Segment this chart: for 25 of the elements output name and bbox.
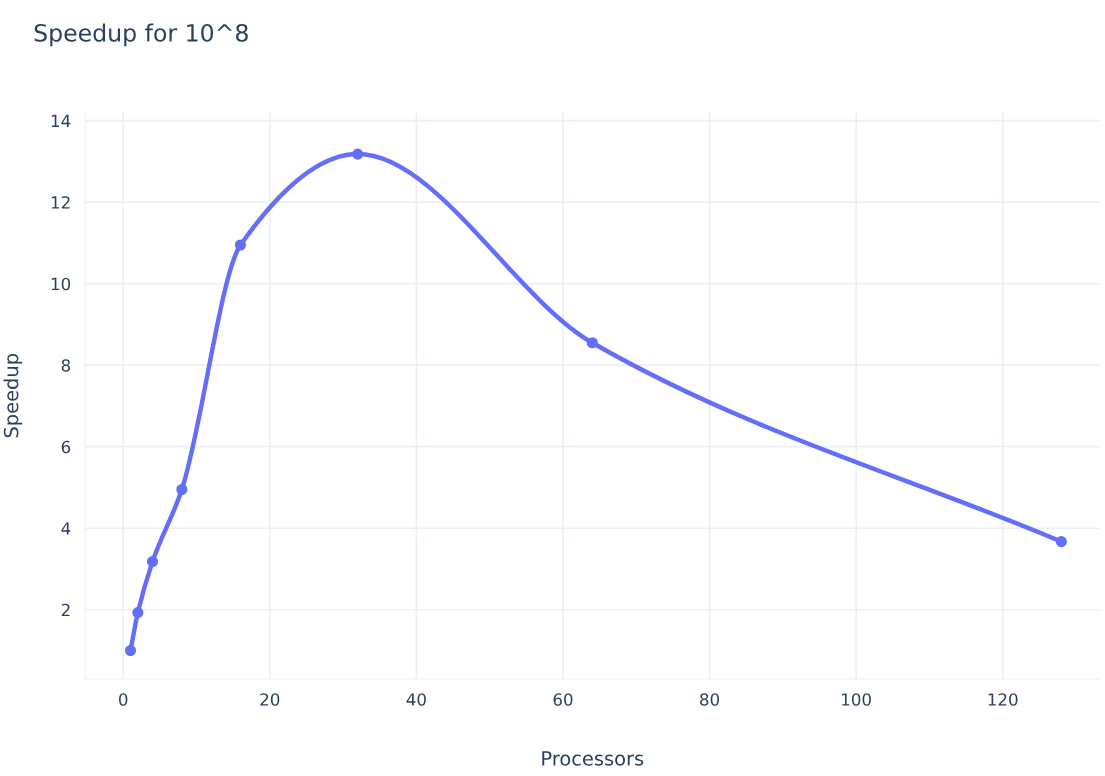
point <box>1055 536 1067 548</box>
y-tick-label: 12 <box>51 196 70 209</box>
y-tick-label: 10 <box>51 277 71 291</box>
point <box>234 239 247 251</box>
y-tick-label: 14 <box>51 114 71 127</box>
point <box>132 607 144 619</box>
x-tick-label: 20 <box>260 693 280 706</box>
y-tick-label: 2 <box>61 603 70 617</box>
x-tick-label: 60 <box>553 693 573 706</box>
x-tick-label: 120 <box>988 693 1018 706</box>
point <box>146 556 159 568</box>
y-tick-label: 4 <box>61 522 71 535</box>
y-tick-label: 6 <box>61 440 71 454</box>
x-tick-label: 40 <box>406 693 426 706</box>
x-tick-label: 100 <box>842 693 871 706</box>
point <box>586 337 598 349</box>
point <box>176 483 188 496</box>
chart-title: Speedup for 10^8 <box>34 23 248 47</box>
y-axis-title: Speedup <box>3 354 23 438</box>
x-tick-label: 80 <box>700 693 720 706</box>
y-tick-label: 8 <box>61 359 71 372</box>
x-tick-label: 0 <box>118 693 128 706</box>
point <box>352 148 364 160</box>
point <box>124 644 137 657</box>
x-axis-title: Processors <box>542 751 644 766</box>
